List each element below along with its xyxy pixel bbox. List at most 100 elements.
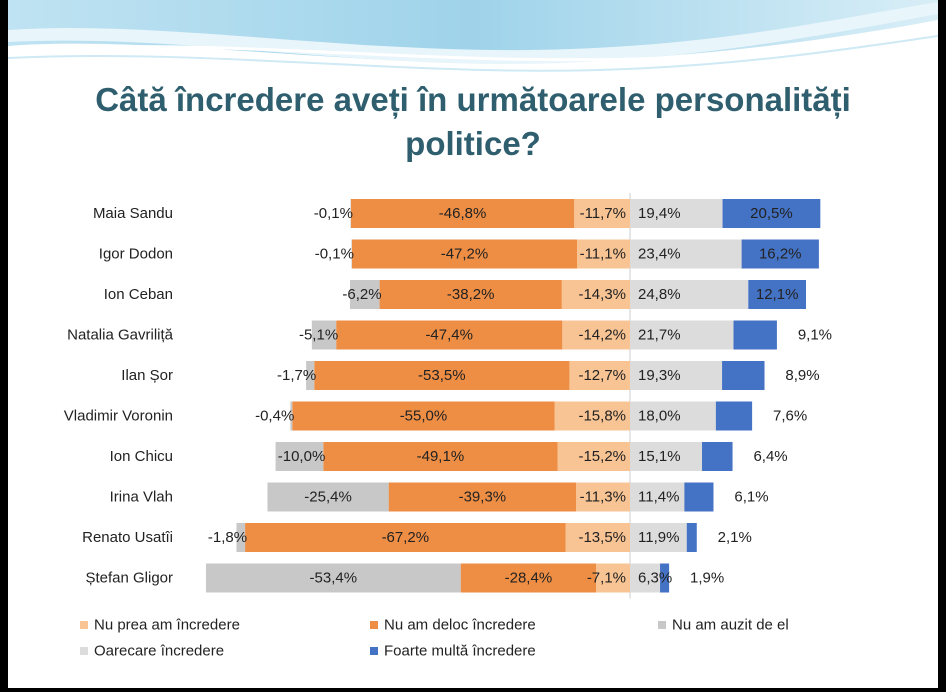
data-label-foarte-multa: 8,9% [785, 367, 819, 384]
bar-oarecare [630, 563, 661, 593]
bar-nu-am-auzit [275, 442, 324, 471]
bar-nu-prea [557, 442, 630, 471]
data-label-nu-prea: -14,2% [578, 327, 626, 344]
slide-title-line2: politice? [405, 125, 541, 162]
bar-nu-prea [561, 280, 630, 309]
data-label-oarecare: 24,8% [638, 286, 681, 303]
bar-nu-am-deloc [351, 239, 578, 269]
category-label: Maia Sandu [93, 205, 173, 222]
decorative-waves [8, 0, 938, 80]
bar-nu-am-auzit [351, 239, 352, 269]
bar-nu-prea [565, 523, 630, 552]
bar-foarte-multa [722, 199, 821, 228]
data-label-nu-prea: -11,7% [580, 205, 626, 222]
data-label-nu-am-deloc: -38,2% [447, 286, 495, 303]
data-label-nu-am-auzit: -1,8% [208, 529, 247, 546]
bar-foarte-multa [702, 442, 733, 471]
bar-nu-am-auzit [311, 320, 337, 350]
bar-nu-am-auzit [306, 361, 315, 390]
bar-nu-am-deloc [388, 482, 577, 512]
data-label-oarecare: 11,4% [638, 489, 679, 506]
bar-oarecare [630, 320, 734, 350]
bar-foarte-multa [660, 563, 670, 593]
bar-oarecare [630, 401, 716, 431]
bar-nu-prea [554, 401, 630, 431]
data-label-foarte-multa: 12,1% [756, 286, 799, 303]
data-label-nu-am-deloc: -28,4% [505, 570, 553, 587]
category-label: Vladimir Voronin [64, 408, 173, 425]
data-label-oarecare: 21,7% [638, 327, 681, 344]
data-label-nu-am-auzit: -0,1% [314, 205, 353, 222]
data-label-nu-prea: -15,2% [578, 448, 626, 465]
slide: Câtă încredere aveți în următoarele pers… [8, 0, 938, 688]
bar-nu-prea [574, 199, 630, 228]
data-label-oarecare: 11,9% [638, 529, 679, 546]
data-label-oarecare: 15,1% [638, 448, 681, 465]
data-label-foarte-multa: 9,1% [798, 327, 832, 344]
data-label-foarte-multa: 7,6% [773, 408, 807, 425]
legend-swatch [370, 621, 378, 629]
legend-label: Nu am auzit de el [672, 617, 789, 634]
data-label-nu-prea: -11,1% [580, 246, 626, 263]
category-label: Irina Vlah [110, 489, 173, 506]
bar-foarte-multa [733, 320, 777, 350]
category-label: Ion Chicu [110, 448, 173, 465]
data-label-nu-am-auzit: -0,4% [255, 408, 294, 425]
data-label-nu-am-deloc: -53,5% [418, 367, 466, 384]
bar-nu-am-auzit [350, 280, 380, 309]
data-label-oarecare: 23,4% [638, 246, 681, 263]
data-label-oarecare: 19,3% [638, 367, 681, 384]
data-label-oarecare: 19,4% [638, 205, 681, 222]
data-label-nu-prea: -11,3% [580, 489, 626, 506]
data-label-oarecare: 18,0% [638, 408, 681, 425]
legend-label: Foarte multă încredere [384, 643, 536, 660]
category-label: Ilan Șor [121, 367, 173, 384]
data-label-nu-am-auzit: -0,1% [315, 246, 354, 263]
bar-oarecare [630, 442, 703, 471]
data-label-nu-am-deloc: -55,0% [400, 408, 448, 425]
data-label-nu-am-deloc: -39,3% [459, 489, 507, 506]
bar-nu-am-auzit [290, 401, 293, 431]
category-label: Ștefan Gligor [85, 570, 173, 587]
bar-nu-am-deloc [350, 199, 575, 228]
data-label-nu-prea: -14,3% [578, 286, 626, 303]
bar-nu-am-deloc [314, 361, 570, 390]
bar-foarte-multa [748, 280, 807, 309]
data-label-nu-am-deloc: -47,2% [441, 246, 489, 263]
bar-nu-prea [577, 239, 630, 269]
bar-nu-am-deloc [323, 442, 558, 471]
bar-foarte-multa [715, 401, 753, 431]
data-label-nu-am-auzit: -5,1% [299, 327, 338, 344]
data-label-nu-am-auzit: -25,4% [304, 489, 352, 506]
bar-nu-am-deloc [460, 563, 597, 593]
bar-nu-am-deloc [379, 280, 562, 309]
data-label-nu-am-auzit: -1,7% [277, 367, 316, 384]
diverging-bar-chart: Maia Sandu -11,7% -46,8% -0,1% 19,4% 20,5% Igo… [64, 193, 832, 660]
legend-swatch [80, 621, 88, 629]
bar-nu-am-deloc [245, 523, 566, 552]
slide-title-line1: Câtă încredere aveți în următoarele pers… [95, 81, 851, 118]
data-label-nu-am-deloc: -67,2% [382, 529, 430, 546]
data-label-nu-am-deloc: -47,4% [425, 327, 473, 344]
category-label: Ion Ceban [104, 286, 173, 303]
bar-nu-am-auzit [205, 563, 461, 593]
legend-label: Nu prea am încredere [94, 617, 240, 634]
legend-swatch [658, 621, 666, 629]
bar-nu-am-deloc [292, 401, 555, 431]
bar-nu-prea [596, 563, 630, 593]
slide-title: Câtă încredere aveți în următoarele pers… [8, 78, 938, 166]
category-label: Renato Usatîi [82, 529, 173, 546]
data-label-nu-am-auzit: -53,4% [310, 570, 358, 587]
data-label-nu-am-deloc: -46,8% [439, 205, 487, 222]
legend-label: Nu am deloc încredere [384, 617, 536, 634]
data-label-foarte-multa: 6,4% [753, 448, 787, 465]
bar-nu-prea [569, 361, 630, 390]
bar-nu-am-auzit [267, 482, 389, 512]
data-label-nu-prea: -7,1% [587, 570, 626, 587]
bar-nu-am-auzit [236, 523, 246, 552]
bar-nu-am-auzit [350, 199, 351, 228]
bar-foarte-multa [686, 523, 697, 552]
data-label-nu-am-deloc: -49,1% [417, 448, 465, 465]
data-label-oarecare: 6,3% [638, 570, 672, 587]
data-label-nu-prea: -15,8% [578, 408, 626, 425]
